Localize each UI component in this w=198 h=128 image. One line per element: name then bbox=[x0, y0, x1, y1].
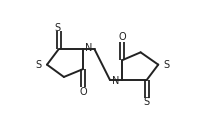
Text: S: S bbox=[55, 23, 61, 33]
Text: S: S bbox=[144, 97, 150, 107]
Text: S: S bbox=[35, 60, 42, 70]
Text: O: O bbox=[79, 87, 87, 97]
Text: N: N bbox=[112, 76, 119, 86]
Text: S: S bbox=[164, 60, 170, 70]
Text: N: N bbox=[85, 43, 93, 53]
Text: O: O bbox=[118, 31, 126, 42]
